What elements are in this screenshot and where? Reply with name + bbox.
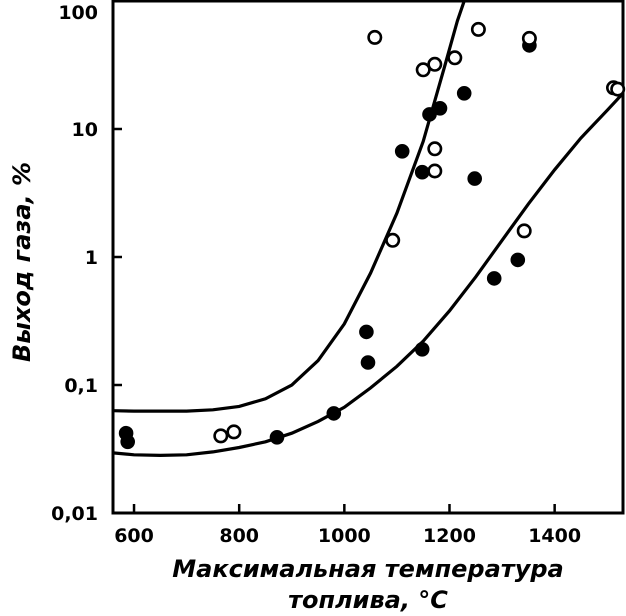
filled-data-point [467, 171, 483, 186]
y-tick-label: 10 [72, 119, 98, 141]
open-data-point [427, 163, 443, 179]
open-data-point [226, 424, 242, 440]
filled-data-point [120, 434, 135, 450]
filled-data-point [432, 101, 448, 116]
open-data-point [367, 29, 383, 45]
filled-data-point [414, 341, 430, 357]
plot-frame [111, 0, 625, 515]
filled-data-point [359, 324, 374, 340]
x-tick-label: 1000 [318, 525, 371, 547]
open-data-point [610, 81, 626, 97]
filled-data-point [394, 144, 410, 159]
filled-data-point [456, 86, 472, 101]
x-axis-title-line1: Максимальная температура [172, 555, 564, 583]
filled-data-point [360, 355, 376, 370]
y-tick-label: 1 [85, 247, 98, 269]
x-tick-label: 800 [219, 525, 259, 547]
x-axis-title-line2: топлива, °C [288, 586, 448, 614]
open-data-point [516, 223, 532, 239]
fit-curves [113, 1, 623, 458]
filled-data-point [486, 271, 502, 286]
open-data-point [470, 21, 486, 37]
open-data-point [213, 428, 229, 444]
curve-lower-envelope [113, 92, 623, 458]
curve-upper-envelope [113, 1, 466, 413]
y-tick-label: 100 [58, 2, 98, 24]
y-axis-title: Выход газа, % [8, 162, 36, 362]
open-data-point [427, 141, 443, 157]
open-data-point [521, 30, 537, 46]
filled-data-point [326, 406, 342, 421]
filled-data-point [510, 252, 526, 268]
y-tick-label: 0,01 [51, 503, 98, 525]
open-data-point [427, 56, 443, 72]
y-tick-label: 0,1 [64, 375, 98, 397]
x-tick-label: 1200 [423, 525, 476, 547]
open-data-point [385, 232, 401, 248]
open-data-point [415, 62, 431, 78]
x-axis-ticks: 600 800 1000 1200 1400 [114, 504, 581, 547]
filled-data-point [269, 429, 285, 445]
data-points [118, 21, 626, 450]
x-tick-label: 1400 [528, 525, 581, 547]
filled-data-point [414, 164, 430, 180]
open-data-point [447, 50, 463, 66]
x-tick-label: 600 [114, 525, 154, 547]
y-axis-ticks: 0,01 0,1 1 10 100 [51, 0, 122, 525]
filled-data-point [422, 107, 437, 122]
